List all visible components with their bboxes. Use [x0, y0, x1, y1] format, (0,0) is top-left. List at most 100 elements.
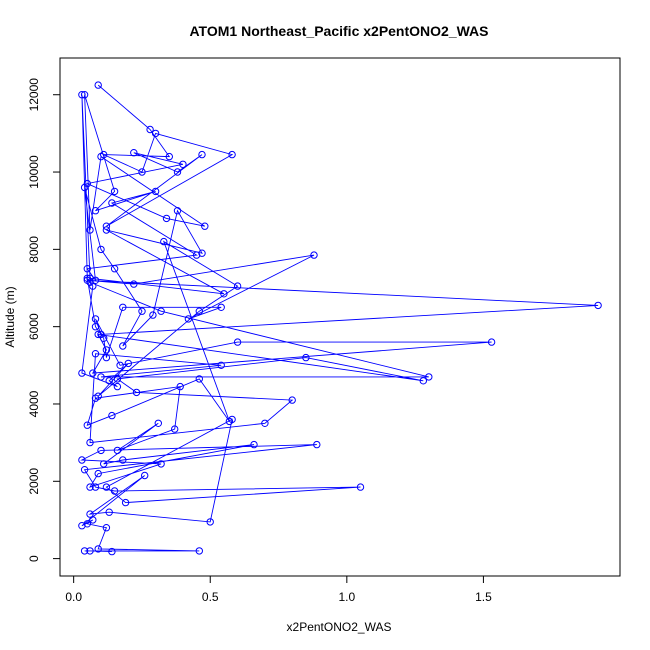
data-point [97, 446, 105, 455]
data-point [130, 149, 138, 157]
x-tick-label: 1.5 [475, 590, 492, 604]
data-point [97, 330, 105, 339]
data-point [195, 307, 204, 315]
data-point [116, 361, 124, 369]
data-point [108, 199, 116, 207]
data-point [119, 342, 127, 350]
data-point [157, 460, 165, 468]
data-point [198, 150, 206, 159]
data-point [102, 346, 111, 354]
data-point [86, 226, 94, 234]
data-point [594, 301, 602, 310]
data-point [102, 222, 111, 230]
data-point [165, 152, 174, 161]
series-line [80, 84, 599, 553]
data-point [250, 440, 258, 449]
data-point [86, 547, 94, 555]
data-point [113, 375, 122, 383]
data-point [151, 129, 160, 138]
data-point [217, 361, 225, 369]
series-layer [78, 81, 602, 556]
data-point [97, 245, 105, 254]
data-point [217, 303, 225, 311]
data-point [89, 282, 97, 290]
data-point [102, 524, 111, 532]
data-point [91, 350, 100, 358]
data-point [100, 460, 108, 468]
x-tick-label: 0.0 [65, 590, 82, 604]
data-point [138, 307, 146, 315]
chart-title: ATOM1 Northeast_Pacific x2PentONO2_WAS [189, 23, 488, 39]
data-point [86, 510, 94, 518]
data-point [94, 545, 102, 553]
data-point [102, 353, 111, 362]
y-axis-label: Altitude (m) [3, 286, 17, 347]
data-point [113, 446, 122, 455]
data-point [160, 237, 168, 246]
data-point [157, 307, 165, 315]
data-point [94, 330, 102, 339]
y-tick-label: 4000 [27, 390, 41, 417]
y-tick-label: 2000 [27, 468, 41, 495]
data-point [80, 91, 89, 99]
data-point [141, 471, 149, 480]
data-point [91, 207, 100, 215]
data-point [302, 353, 310, 362]
data-point [173, 207, 182, 215]
data-point [419, 377, 427, 385]
data-point [121, 498, 130, 507]
data-point [80, 183, 89, 192]
data-point [149, 311, 157, 319]
data-point [313, 440, 321, 449]
y-tick-label: 6000 [27, 313, 41, 340]
data-point [487, 338, 496, 346]
data-point [91, 394, 100, 402]
data-point [261, 419, 269, 427]
data-point [97, 152, 105, 161]
data-point [220, 290, 228, 298]
data-point [80, 466, 89, 474]
y-axis: 0 2000 4000 6000 8000 10000 12000 [27, 78, 61, 562]
data-point [228, 415, 236, 424]
data-point [198, 249, 206, 257]
data-point [146, 125, 154, 134]
data-point [94, 81, 102, 89]
data-point [86, 438, 94, 447]
data-point [138, 168, 146, 176]
y-tick-label: 10000 [27, 155, 41, 189]
data-point [132, 388, 141, 397]
data-point [91, 483, 100, 491]
data-point [89, 369, 97, 377]
data-point [108, 411, 116, 420]
data-point [91, 323, 100, 331]
data-point [201, 222, 209, 230]
data-point [86, 483, 94, 491]
y-tick-label: 8000 [27, 236, 41, 263]
data-point [78, 369, 86, 377]
data-point [83, 421, 92, 429]
data-point [83, 265, 92, 273]
data-point [80, 547, 89, 555]
data-point [105, 508, 113, 516]
plot-frame [59, 57, 621, 577]
data-point [83, 520, 92, 528]
data-point [110, 487, 119, 495]
data-point [151, 187, 160, 196]
data-point [233, 338, 242, 346]
data-point [228, 150, 236, 159]
data-point [102, 483, 111, 491]
data-point [119, 303, 127, 311]
x-axis-label: x2PentONO2_WAS [287, 620, 392, 634]
data-point [89, 516, 97, 524]
y-tick-label: 0 [27, 555, 41, 562]
data-point [102, 226, 111, 234]
x-tick-label: 0.5 [202, 590, 219, 604]
data-point [105, 377, 113, 385]
data-point [233, 282, 242, 290]
data-point [78, 456, 86, 464]
data-point [124, 359, 133, 368]
data-point [425, 373, 433, 381]
data-point [184, 315, 193, 323]
data-point [206, 518, 214, 526]
